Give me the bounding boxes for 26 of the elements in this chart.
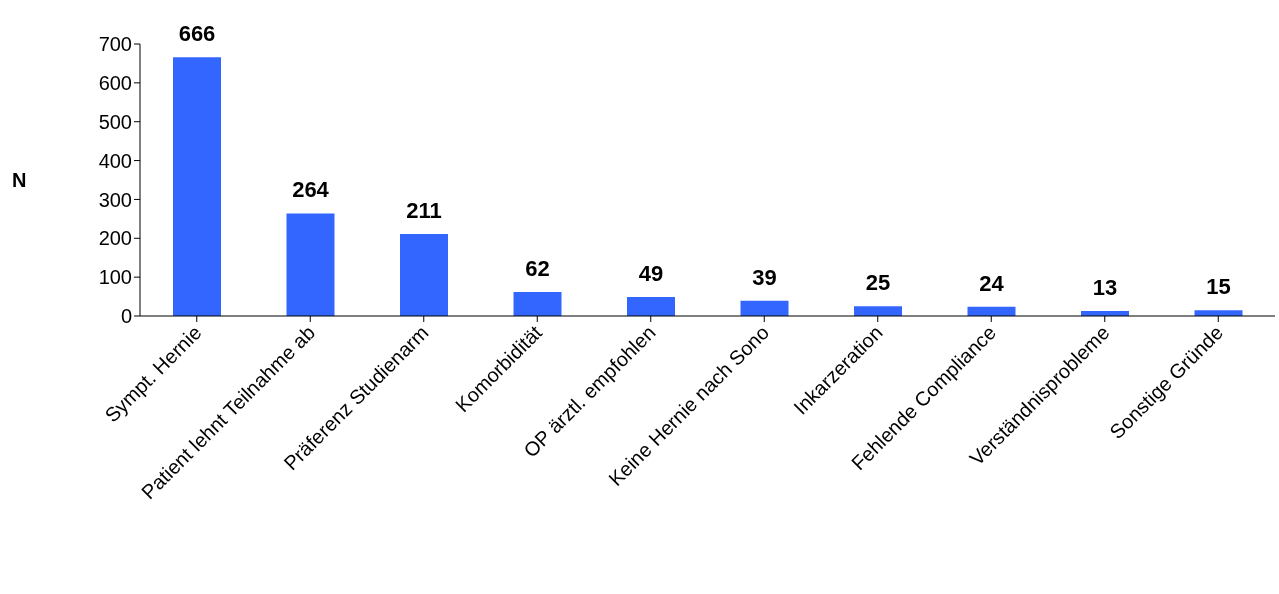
y-tick-label: 0 [120, 305, 132, 328]
y-tick-label: 500 [98, 110, 132, 133]
y-tick-label: 100 [98, 266, 132, 289]
bar [513, 291, 562, 316]
bar [854, 306, 902, 316]
data-label: 13 [1092, 274, 1118, 300]
data-label: 264 [292, 177, 330, 203]
y-tick-label: 200 [98, 227, 132, 250]
y-tick-label: 400 [98, 149, 132, 172]
y-axis-title: N [12, 169, 27, 192]
bar [740, 300, 789, 316]
y-tick-label: 300 [98, 188, 132, 211]
data-label: 49 [638, 260, 664, 286]
bar [173, 57, 221, 316]
bar [286, 213, 335, 316]
y-tick-label: 600 [98, 71, 132, 94]
bar [400, 234, 448, 316]
data-label: 25 [865, 270, 891, 296]
data-label: 24 [979, 270, 1005, 296]
y-tick-label: 700 [98, 33, 132, 56]
data-label: 62 [525, 255, 550, 281]
bar [627, 296, 675, 316]
data-label: 211 [406, 198, 442, 224]
data-label: 39 [752, 264, 777, 290]
data-label: 15 [1206, 274, 1231, 300]
data-label: 666 [178, 21, 216, 47]
